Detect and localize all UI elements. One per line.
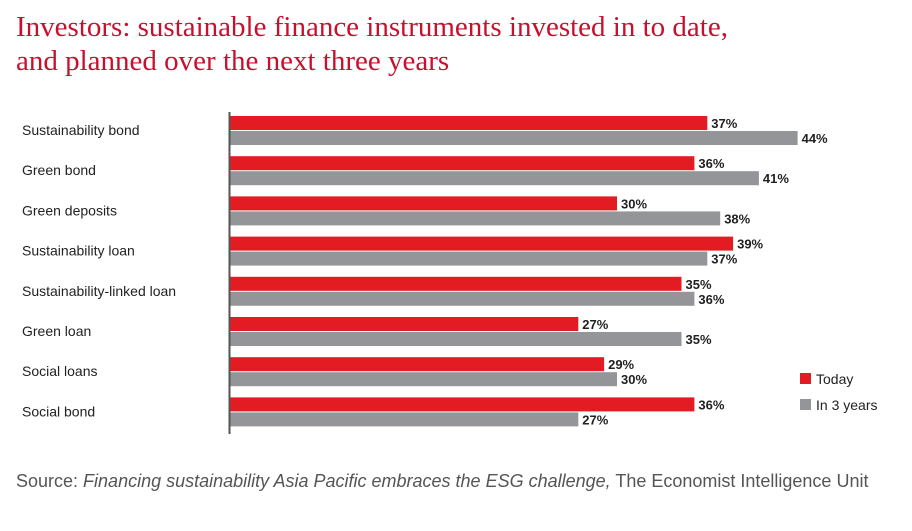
bar bbox=[230, 196, 617, 211]
chart-title-line-2: and planned over the next three years bbox=[16, 45, 450, 77]
legend-swatch bbox=[800, 399, 811, 410]
data-label: 30% bbox=[621, 372, 647, 387]
data-label: 30% bbox=[621, 196, 647, 211]
legend: Today In 3 years bbox=[800, 371, 877, 413]
data-label: 38% bbox=[724, 211, 750, 226]
data-label: 44% bbox=[802, 131, 828, 146]
bar bbox=[230, 317, 579, 331]
chart-title-line-1: Investors: sustainable finance instrumen… bbox=[16, 11, 728, 43]
bar bbox=[230, 357, 605, 372]
data-label: 36% bbox=[698, 292, 724, 307]
source-report-title: Financing sustainability Asia Pacific em… bbox=[83, 471, 611, 491]
legend-label: In 3 years bbox=[816, 397, 877, 413]
bar bbox=[230, 156, 695, 171]
bar bbox=[230, 251, 708, 266]
category-label: Sustainability-linked loan bbox=[22, 283, 176, 299]
bar bbox=[230, 211, 721, 226]
category-label: Social bond bbox=[22, 403, 95, 419]
source-prefix: Source: bbox=[16, 471, 84, 491]
bar bbox=[230, 116, 708, 130]
bar bbox=[230, 372, 617, 387]
data-label: 39% bbox=[737, 237, 763, 252]
category-label: Green loan bbox=[22, 323, 91, 339]
data-label: 37% bbox=[711, 116, 737, 131]
bar bbox=[230, 332, 682, 346]
bar bbox=[230, 291, 695, 306]
data-label: 36% bbox=[698, 397, 724, 412]
category-label: Green bond bbox=[22, 162, 96, 178]
category-label: Social loans bbox=[22, 363, 98, 379]
bar bbox=[230, 397, 695, 412]
legend-label: Today bbox=[816, 371, 853, 387]
data-label: 37% bbox=[711, 252, 737, 267]
bar bbox=[230, 171, 759, 186]
data-label: 27% bbox=[582, 412, 608, 427]
legend-swatch bbox=[800, 373, 811, 384]
data-label: 29% bbox=[608, 357, 634, 372]
chart-title: Investors: sustainable finance instrumen… bbox=[16, 10, 896, 78]
data-label: 35% bbox=[686, 332, 712, 347]
data-label: 36% bbox=[698, 156, 724, 171]
data-label: 41% bbox=[763, 171, 789, 186]
bar bbox=[230, 236, 734, 251]
bar bbox=[230, 276, 682, 291]
bars-layer: Sustainability bond 37% 44% Green bond 36% 41… bbox=[22, 116, 828, 427]
data-label: 35% bbox=[686, 277, 712, 292]
data-label: 27% bbox=[582, 317, 608, 332]
category-label: Green deposits bbox=[22, 202, 117, 218]
bar bbox=[230, 131, 798, 145]
source-note: Source: Financing sustainability Asia Pa… bbox=[16, 470, 901, 492]
bar bbox=[230, 412, 579, 427]
source-publisher: The Economist Intelligence Unit bbox=[610, 471, 869, 491]
category-label: Sustainability loan bbox=[22, 243, 135, 259]
category-label: Sustainability bond bbox=[22, 122, 140, 138]
